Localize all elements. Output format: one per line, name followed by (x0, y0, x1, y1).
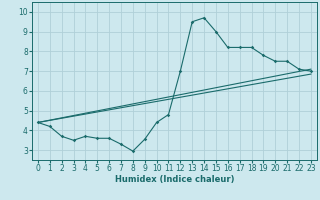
X-axis label: Humidex (Indice chaleur): Humidex (Indice chaleur) (115, 175, 234, 184)
